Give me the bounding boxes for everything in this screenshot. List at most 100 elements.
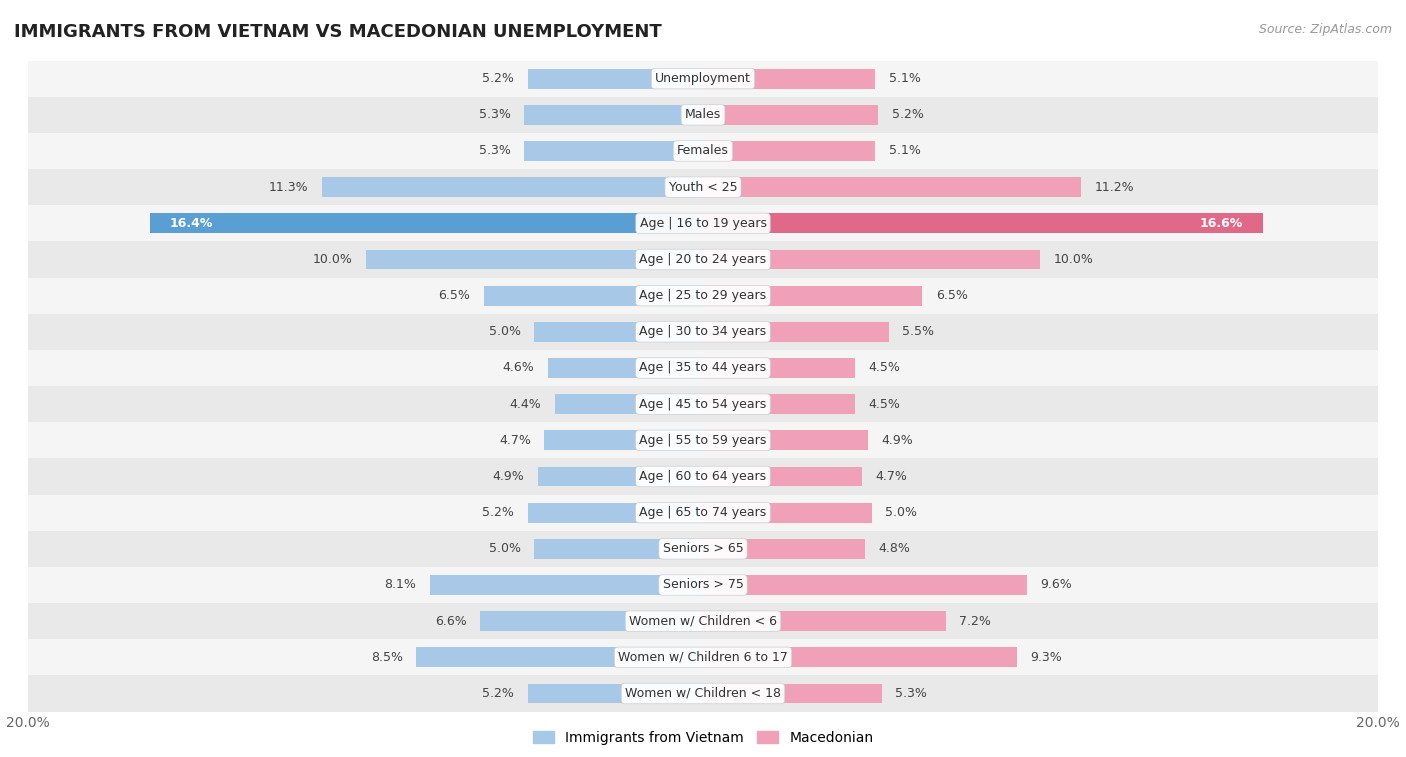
Text: IMMIGRANTS FROM VIETNAM VS MACEDONIAN UNEMPLOYMENT: IMMIGRANTS FROM VIETNAM VS MACEDONIAN UN… [14,23,662,41]
Bar [28,169,1378,205]
Text: 5.2%: 5.2% [482,687,515,700]
Bar [149,213,703,233]
Text: 11.3%: 11.3% [269,181,308,194]
Text: Source: ZipAtlas.com: Source: ZipAtlas.com [1258,23,1392,36]
Bar [527,69,703,89]
Text: 9.6%: 9.6% [1040,578,1073,591]
Text: Women w/ Children < 6: Women w/ Children < 6 [628,615,778,628]
Text: 4.8%: 4.8% [879,542,910,556]
Bar [28,133,1378,169]
Bar [703,539,865,559]
Text: 7.2%: 7.2% [959,615,991,628]
Bar [28,278,1378,313]
Bar [703,611,946,631]
Bar [28,675,1378,712]
Text: Age | 55 to 59 years: Age | 55 to 59 years [640,434,766,447]
Text: 6.5%: 6.5% [936,289,967,302]
Bar [703,431,869,450]
Bar [28,350,1378,386]
Bar [322,177,703,197]
Bar [703,358,855,378]
Text: Age | 65 to 74 years: Age | 65 to 74 years [640,506,766,519]
Bar [548,358,703,378]
Bar [28,603,1378,639]
Text: 5.2%: 5.2% [482,72,515,85]
Text: 4.7%: 4.7% [499,434,531,447]
Bar [544,431,703,450]
Bar [703,575,1026,595]
Text: Age | 16 to 19 years: Age | 16 to 19 years [640,217,766,230]
Bar [534,322,703,341]
Text: Age | 25 to 29 years: Age | 25 to 29 years [640,289,766,302]
Bar [524,141,703,161]
Bar [527,684,703,703]
Bar [28,241,1378,278]
Text: 4.9%: 4.9% [882,434,914,447]
Bar [703,141,875,161]
Bar [28,313,1378,350]
Bar [28,61,1378,97]
Bar [554,394,703,414]
Text: 8.1%: 8.1% [384,578,416,591]
Bar [537,466,703,487]
Bar [28,422,1378,459]
Bar [527,503,703,522]
Bar [703,177,1081,197]
Bar [703,250,1040,269]
Bar [28,639,1378,675]
Text: 16.6%: 16.6% [1199,217,1243,230]
Text: 5.0%: 5.0% [489,326,520,338]
Bar [28,567,1378,603]
Text: 4.7%: 4.7% [875,470,907,483]
Text: 5.2%: 5.2% [891,108,924,121]
Bar [703,285,922,306]
Text: 5.3%: 5.3% [479,145,510,157]
Bar [703,647,1017,667]
Bar [481,611,703,631]
Text: 9.3%: 9.3% [1031,651,1062,664]
Text: 4.6%: 4.6% [502,362,534,375]
Text: Females: Females [678,145,728,157]
Bar [484,285,703,306]
Text: 16.4%: 16.4% [170,217,214,230]
Bar [703,213,1263,233]
Bar [28,459,1378,494]
Bar [703,69,875,89]
Bar [703,105,879,125]
Text: Youth < 25: Youth < 25 [669,181,737,194]
Bar [416,647,703,667]
Text: 5.3%: 5.3% [896,687,927,700]
Text: 4.5%: 4.5% [869,362,900,375]
Text: 5.0%: 5.0% [489,542,520,556]
Legend: Immigrants from Vietnam, Macedonian: Immigrants from Vietnam, Macedonian [527,725,879,750]
Text: 5.0%: 5.0% [886,506,917,519]
Bar [703,466,862,487]
Text: 10.0%: 10.0% [1054,253,1094,266]
Bar [28,531,1378,567]
Bar [703,684,882,703]
Bar [703,503,872,522]
Text: Age | 60 to 64 years: Age | 60 to 64 years [640,470,766,483]
Text: 6.5%: 6.5% [439,289,470,302]
Text: Males: Males [685,108,721,121]
Text: Age | 45 to 54 years: Age | 45 to 54 years [640,397,766,410]
Bar [366,250,703,269]
Text: 10.0%: 10.0% [312,253,352,266]
Bar [28,205,1378,241]
Text: 5.3%: 5.3% [479,108,510,121]
Text: Women w/ Children 6 to 17: Women w/ Children 6 to 17 [619,651,787,664]
Text: Seniors > 75: Seniors > 75 [662,578,744,591]
Text: Seniors > 65: Seniors > 65 [662,542,744,556]
Bar [28,494,1378,531]
Bar [524,105,703,125]
Text: 5.1%: 5.1% [889,72,921,85]
Text: 5.1%: 5.1% [889,145,921,157]
Text: 11.2%: 11.2% [1094,181,1135,194]
Text: 8.5%: 8.5% [371,651,402,664]
Bar [703,394,855,414]
Text: Unemployment: Unemployment [655,72,751,85]
Text: 6.6%: 6.6% [434,615,467,628]
Text: 5.2%: 5.2% [482,506,515,519]
Bar [534,539,703,559]
Bar [430,575,703,595]
